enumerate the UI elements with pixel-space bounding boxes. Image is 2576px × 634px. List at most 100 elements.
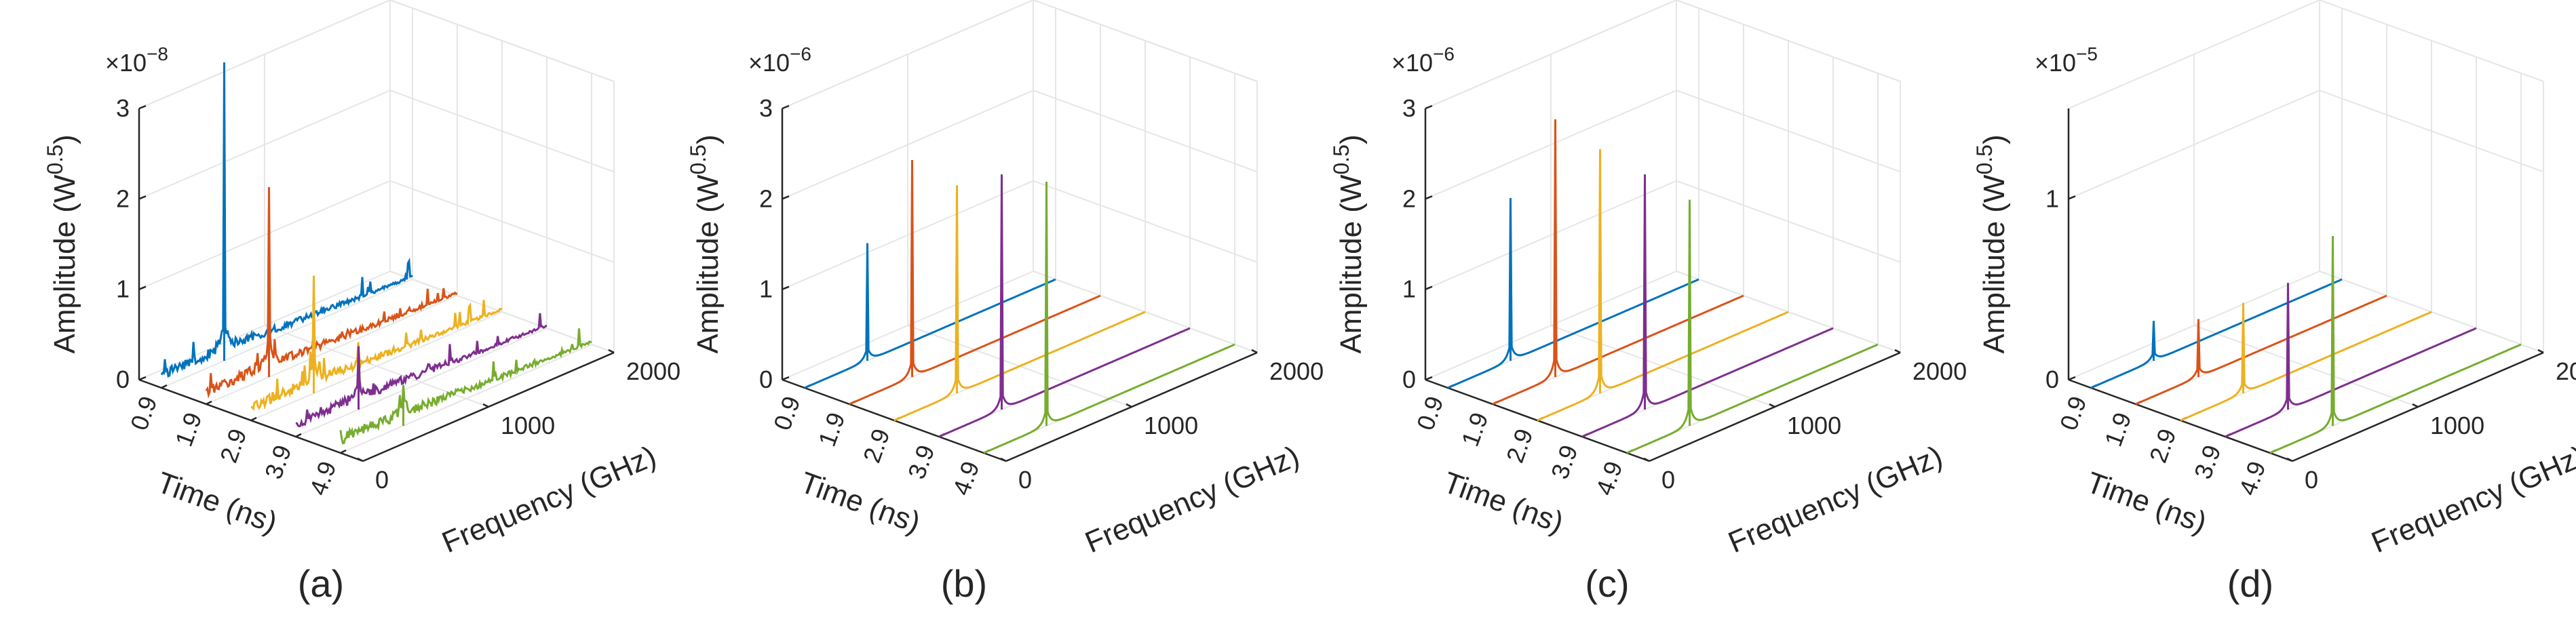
time-tick-label: 2.9: [214, 425, 252, 467]
z-label-sup: 0.5: [1329, 144, 1353, 174]
series-line: [983, 181, 1235, 454]
z-tick-label: 2: [116, 184, 130, 212]
axis-multiplier: ×10−8: [105, 43, 168, 77]
z-tick: [1425, 104, 1433, 110]
time-tick: [340, 449, 347, 454]
freq-tick: [482, 403, 489, 408]
gridline: [138, 180, 391, 290]
series-line: [250, 275, 503, 412]
time-tick-label: 1.9: [813, 409, 851, 450]
series-line: [1492, 119, 1744, 405]
z-label-end: ): [691, 134, 725, 144]
time-tick-label: 1.9: [2099, 409, 2137, 450]
gridline: [1033, 180, 1258, 263]
freq-axis-label: Frequency (GHz): [437, 439, 661, 559]
time-tick-label: 4.9: [1590, 458, 1628, 499]
gridline: [389, 0, 615, 82]
series-line: [849, 159, 1101, 405]
z-label-sup: 0.5: [686, 144, 710, 174]
gridline: [1033, 90, 1258, 173]
z-tick-label: 1: [759, 275, 773, 303]
time-tick: [250, 416, 257, 422]
chart-panel: 0 1 0.91.92.93.94.9 0 1000 2000 ×10−5 Amplitude…: [1972, 0, 2576, 605]
freq-tick: [1894, 349, 1901, 354]
time-tick-label: 3.9: [902, 441, 940, 483]
z-tick: [1425, 376, 1433, 381]
z-label-text: Amplitude (W: [48, 174, 81, 354]
freq-tick-label: 1000: [2430, 412, 2484, 439]
z-tick-label: 0: [116, 365, 130, 393]
time-tick-label: 4.9: [304, 458, 342, 499]
time-axis-label: Time (ns): [153, 466, 282, 540]
axis-multiplier: ×10−6: [748, 43, 811, 77]
z-tick: [138, 195, 147, 200]
series-line: [1626, 199, 1879, 454]
z-tick: [782, 376, 790, 381]
series-line: [2135, 294, 2387, 405]
panel-caption: (a): [298, 562, 344, 605]
z-tick: [782, 285, 790, 290]
z-label-end: ): [48, 134, 81, 144]
time-tick-label: 1.9: [1456, 409, 1494, 450]
series-line: [1581, 174, 1834, 438]
gridline: [1425, 0, 1677, 109]
freq-tick: [357, 457, 364, 462]
time-tick-label: 2.9: [1501, 425, 1539, 467]
freq-axis-label: Frequency (GHz): [1080, 439, 1304, 559]
freq-tick: [1643, 457, 1650, 462]
series-line: [1537, 148, 1789, 422]
z-tick-label: 0: [2045, 365, 2059, 393]
z-tick: [2068, 195, 2076, 200]
z-label-sup: 0.5: [1972, 144, 1997, 174]
freq-axis-label: Frequency (GHz): [2366, 439, 2576, 559]
z-tick: [782, 104, 790, 110]
axis-multiplier: ×10−5: [2035, 43, 2098, 77]
axis-multiplier: ×10−6: [1391, 43, 1455, 77]
z-label-sup: 0.5: [43, 144, 67, 174]
z-tick-label: 2: [1402, 184, 1416, 212]
time-tick-label: 0.9: [768, 393, 806, 434]
grid: [1425, 0, 1901, 462]
z-axis-label: Amplitude (W0.5): [43, 134, 81, 353]
z-label-end: ): [1978, 134, 2011, 144]
freq-tick: [1769, 403, 1775, 408]
time-tick-label: 1.9: [170, 409, 208, 450]
multiplier-exponent: −6: [790, 43, 811, 64]
z-tick-label: 3: [116, 94, 130, 122]
chart-panel: 0 1 2 3 0.9 1.9 2.9 3.9 4.9 0 1000 2000 ×10−8 Amplitu…: [43, 0, 680, 605]
series-line: [893, 185, 1146, 422]
series-line: [295, 313, 547, 428]
freq-tick: [2537, 349, 2544, 354]
z-tick-label: 3: [1402, 94, 1416, 122]
time-tick-label: 0.9: [2054, 393, 2092, 434]
freq-tick-label: 0: [1661, 466, 1675, 494]
gridline: [1676, 0, 1901, 82]
freq-tick: [1126, 403, 1132, 408]
gridline: [1425, 180, 1677, 290]
time-axis-label: Time (ns): [2082, 466, 2211, 540]
multiplier-exponent: −8: [147, 43, 168, 64]
gridline: [1676, 180, 1901, 263]
freq-tick: [2286, 457, 2293, 462]
gridline: [138, 90, 391, 200]
z-tick-label: 3: [759, 94, 773, 122]
time-tick-label: 4.9: [947, 458, 985, 499]
freq-tick-label: 0: [1018, 466, 1032, 494]
grid: [138, 0, 615, 462]
freq-tick-label: 0: [375, 466, 389, 494]
z-tick: [138, 285, 147, 290]
multiplier-exponent: −5: [2076, 43, 2098, 64]
gridline: [1033, 0, 1258, 82]
gridline: [2068, 90, 2320, 200]
z-label-text: Amplitude (W: [1334, 174, 1368, 354]
z-tick: [782, 195, 790, 200]
gridline: [782, 180, 1034, 290]
freq-tick-label: 1000: [1787, 412, 1841, 439]
gridline: [1425, 90, 1677, 200]
z-tick-label: 2: [759, 184, 773, 212]
gridline: [138, 0, 391, 109]
multiplier-base: ×10: [1391, 49, 1433, 77]
series-line: [2180, 302, 2432, 422]
panel-caption: (b): [941, 562, 987, 605]
time-tick-label: 3.9: [2189, 441, 2227, 483]
